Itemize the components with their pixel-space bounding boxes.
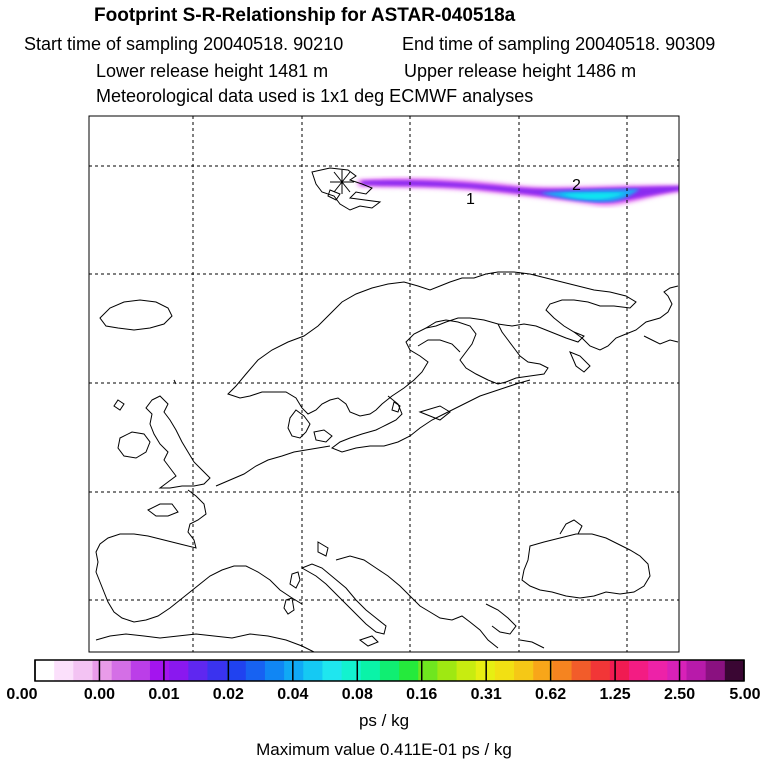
colorbar-swatch	[149, 660, 170, 681]
colorbar-tick-label: 0.16	[406, 686, 438, 703]
plume	[358, 178, 679, 206]
colorbar-swatch	[609, 660, 630, 681]
colorbar-swatch	[188, 660, 208, 681]
map-frame	[88, 115, 680, 653]
colorbar-swatch	[207, 660, 228, 681]
colorbar-swatch	[667, 660, 688, 681]
colorbar-swatch	[494, 660, 515, 681]
colorbar-swatch	[360, 660, 381, 681]
release-site-marker	[330, 170, 354, 194]
colorbar-swatch	[322, 660, 343, 681]
colorbar-tick-label: 0.04	[277, 686, 309, 703]
graticule	[89, 116, 679, 652]
colorbar-swatch	[686, 660, 707, 681]
colorbar-tick-label: 2.50	[663, 686, 696, 703]
colorbar-swatch	[35, 660, 55, 681]
colorbar-swatch	[73, 660, 93, 681]
colorbar-swatch	[571, 660, 592, 681]
colorbar-tick-label: 0.08	[341, 686, 373, 703]
colorbar-swatch	[92, 660, 113, 681]
lower-height-text: Lower release height 1481 m	[96, 61, 329, 81]
colorbar-swatch	[724, 660, 745, 681]
colorbar-tick-label: 0.62	[535, 686, 567, 703]
plume-label-2: 2	[572, 177, 581, 194]
colorbar-swatch	[590, 660, 611, 681]
colorbar-swatch	[418, 660, 438, 681]
upper-height-text: Upper release height 1486 m	[404, 61, 637, 81]
colorbar-swatch	[284, 660, 304, 681]
colorbar-swatch	[514, 660, 534, 681]
units-label: ps / kg	[358, 711, 410, 730]
colorbar-swatch	[437, 660, 458, 681]
met-data-text: Meteorological data used is 1x1 deg ECMW…	[96, 86, 534, 106]
colorbar-tick-label: 0.00	[6, 686, 38, 703]
colorbar-swatch	[456, 660, 477, 681]
colorbar-swatch	[552, 660, 573, 681]
start-time-text: Start time of sampling 20040518. 90210	[24, 34, 344, 54]
colorbar-frame	[34, 659, 745, 682]
colorbar-swatch	[245, 660, 266, 681]
chart-title: Footprint S-R-Relationship for ASTAR-040…	[94, 5, 516, 26]
colorbar-swatch	[111, 660, 132, 681]
colorbar-swatch	[303, 660, 323, 681]
colorbar-tick-label: 5.00	[729, 686, 761, 703]
colorbar-swatch	[54, 660, 74, 681]
colorbar-tick-label: 0.02	[212, 686, 244, 703]
colorbar-swatch	[226, 660, 247, 681]
colorbar-tick-label: 0.31	[470, 686, 502, 703]
colorbar-swatch	[130, 660, 151, 681]
plume-label-1: 1	[466, 191, 475, 208]
colorbar-swatch	[648, 660, 668, 681]
colorbar-swatch	[341, 660, 362, 681]
colorbar-swatch	[705, 660, 726, 681]
colorbar-tick-label: 0.01	[148, 686, 180, 703]
colorbar-swatch	[264, 660, 285, 681]
colorbar-swatch	[399, 660, 419, 681]
coastlines	[95, 159, 679, 652]
colorbar-swatch	[379, 660, 400, 681]
end-time-text: End time of sampling 20040518. 90309	[402, 34, 716, 54]
colorbar-tick-label: 0.00	[83, 686, 116, 703]
colorbar-swatch	[533, 660, 553, 681]
colorbar	[34, 659, 745, 682]
colorbar-swatch	[629, 660, 649, 681]
colorbar-swatch	[169, 660, 189, 681]
max-value-text: Maximum value 0.411E-01 ps / kg	[256, 740, 512, 759]
colorbar-tick-label: 1.25	[599, 686, 631, 703]
